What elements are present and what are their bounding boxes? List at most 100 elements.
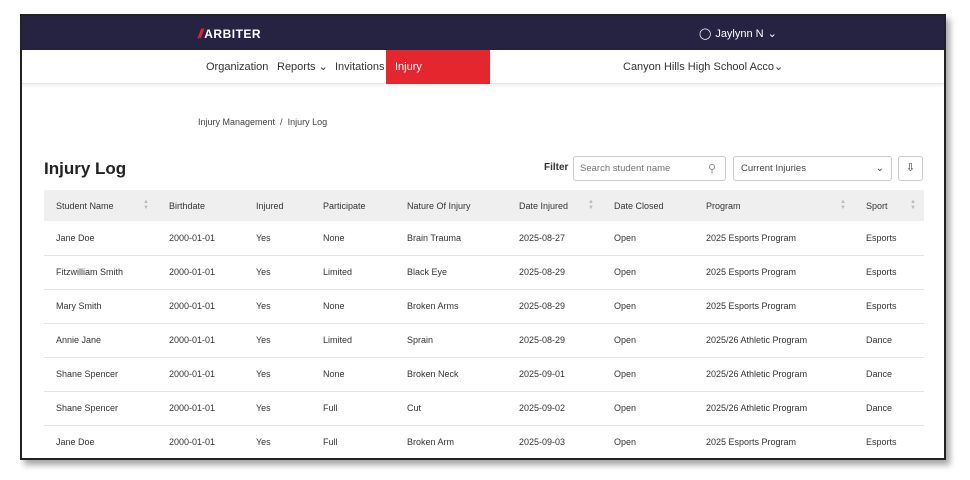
table-cell: Brain Trauma <box>395 221 507 256</box>
table-row[interactable]: Fitzwilliam Smith 2000-01-01 Yes Limited Bla… <box>44 255 924 290</box>
table-row[interactable]: Annie Jane 2000-01-01 Yes Limited Sprain 2025… <box>44 323 924 358</box>
table-cell: 2000-01-01 <box>157 391 244 426</box>
column-header[interactable]: Nature Of Injury <box>395 190 507 221</box>
nav-organization[interactable]: Organization <box>206 61 269 73</box>
table-cell: Sprain <box>395 323 507 358</box>
table-cell: Open <box>602 391 694 426</box>
table-cell: Jane Doe <box>44 425 157 458</box>
user-icon: ◯ <box>699 28 712 40</box>
table-row[interactable]: Shane Spencer 2000-01-01 Yes None Broken Nec… <box>44 357 924 392</box>
sort-icon[interactable]: ▲ ▼ <box>143 199 149 211</box>
table-cell: Limited <box>311 255 395 290</box>
table-cell: Full <box>311 425 395 458</box>
chevron-down-icon: ⌄ <box>767 28 777 40</box>
column-header[interactable]: Student Name ▲ ▼ <box>44 190 157 221</box>
column-header[interactable]: Date Injured ▲ ▼ <box>507 190 602 221</box>
table-cell: 2000-01-01 <box>157 323 244 358</box>
table-cell: Dance <box>854 391 924 426</box>
table-cell: Full <box>311 391 395 426</box>
nav-injury-management[interactable]: Injury Management <box>386 50 490 107</box>
breadcrumb: Injury Management / Injury Log <box>198 117 328 127</box>
table-row[interactable]: Jane Doe 2000-01-01 Yes Full Broken Arm 2025-… <box>44 425 924 458</box>
table-cell: Open <box>602 425 694 458</box>
column-header[interactable]: Injured <box>244 190 311 221</box>
table-row[interactable]: Mary Smith 2000-01-01 Yes None Broken Arms 20… <box>44 289 924 324</box>
column-header-label: Student Name <box>56 200 114 211</box>
nav-invitations[interactable]: Invitations <box>335 61 385 73</box>
column-header-label: Injured <box>256 200 284 211</box>
table-cell: None <box>311 221 395 256</box>
table-cell: Jane Doe <box>44 221 157 256</box>
table-cell: Yes <box>244 289 311 324</box>
table-cell: 2025/26 Athletic Program <box>694 391 854 426</box>
sort-icon[interactable]: ▲ ▼ <box>910 199 916 211</box>
table-cell: None <box>311 289 395 324</box>
table-cell: Yes <box>244 255 311 290</box>
column-header-label: Date Injured <box>519 200 569 211</box>
arbiter-logo-icon: // <box>198 26 203 41</box>
column-header-label: Birthdate <box>169 200 206 211</box>
column-header[interactable]: Sport ▲ ▼ <box>854 190 924 221</box>
user-menu[interactable]: ◯ Jaylynn N ⌄ <box>699 27 777 41</box>
table-cell: Cut <box>395 391 507 426</box>
app-window: //ARBITER ◯ Jaylynn N ⌄ Organization Repor… <box>20 14 946 460</box>
search-icon[interactable]: ⚲ <box>708 163 717 175</box>
table-cell: Shane Spencer <box>44 357 157 392</box>
nav-reports-label: Reports <box>277 61 316 73</box>
table-cell: Shane Spencer <box>44 391 157 426</box>
table-cell: Open <box>602 289 694 324</box>
main-nav: Organization Reports ⌄ Invitations Injur… <box>22 50 944 107</box>
table-cell: 2025 Esports Program <box>694 425 854 458</box>
sort-icon[interactable]: ▲ ▼ <box>588 199 594 211</box>
brand-name: ARBITER <box>204 26 262 41</box>
table-cell: None <box>311 357 395 392</box>
table-cell: Open <box>602 255 694 290</box>
table-cell: Broken Neck <box>395 357 507 392</box>
table-cell: 2000-01-01 <box>157 255 244 290</box>
table-cell: Limited <box>311 323 395 358</box>
download-button[interactable]: ⇩ <box>898 156 923 181</box>
column-header-label: Date Closed <box>614 200 664 211</box>
table-cell: Broken Arm <box>395 425 507 458</box>
table-cell: Yes <box>244 357 311 392</box>
logo[interactable]: //ARBITER <box>198 26 261 41</box>
table-cell: 2025-08-27 <box>507 221 602 256</box>
table-cell: Mary Smith <box>44 289 157 324</box>
search-input[interactable] <box>573 156 726 181</box>
table-cell: 2025 Esports Program <box>694 221 854 256</box>
download-icon: ⇩ <box>905 162 916 174</box>
table-cell: Fitzwilliam Smith <box>44 255 157 290</box>
account-selector[interactable]: Canyon Hills High School Acco⌄ <box>615 50 791 84</box>
table-cell: 2025-08-29 <box>507 289 602 324</box>
column-header[interactable]: Program ▲ ▼ <box>694 190 854 221</box>
table-cell: Dance <box>854 323 924 358</box>
table-row[interactable]: Shane Spencer 2000-01-01 Yes Full Cut 2025-09… <box>44 391 924 426</box>
chevron-down-icon: ⌄ <box>875 163 884 174</box>
table-cell: Open <box>602 221 694 256</box>
column-header[interactable]: Date Closed <box>602 190 694 221</box>
status-select-value: Current Injuries <box>741 163 806 174</box>
table-cell: 2025 Esports Program <box>694 289 854 324</box>
table-cell: Esports <box>854 255 924 290</box>
account-name: Canyon Hills High School Acco <box>623 61 775 73</box>
table-cell: Annie Jane <box>44 323 157 358</box>
column-header[interactable]: Birthdate <box>157 190 244 221</box>
nav-reports[interactable]: Reports ⌄ <box>269 50 336 84</box>
table-cell: Yes <box>244 425 311 458</box>
table-cell: Esports <box>854 425 924 458</box>
top-bar: //ARBITER ◯ Jaylynn N ⌄ <box>22 16 944 50</box>
table-cell: 2025-09-01 <box>507 357 602 392</box>
table-cell: 2025-08-29 <box>507 323 602 358</box>
table-row[interactable]: Jane Doe 2000-01-01 Yes None Brain Trauma 202… <box>44 221 924 256</box>
breadcrumb-injury-management[interactable]: Injury Management <box>198 117 276 127</box>
table-cell: Open <box>602 323 694 358</box>
status-select[interactable]: Current Injuries ⌄ <box>733 156 892 181</box>
chevron-down-icon: ⌄ <box>774 61 784 73</box>
table-cell: Dance <box>854 357 924 392</box>
table-cell: 2000-01-01 <box>157 425 244 458</box>
table-cell: 2025-09-02 <box>507 391 602 426</box>
column-header[interactable]: Participate <box>311 190 395 221</box>
page-title: Injury Log <box>44 159 127 178</box>
sort-icon[interactable]: ▲ ▼ <box>840 199 846 211</box>
column-header-label: Sport <box>866 200 888 211</box>
